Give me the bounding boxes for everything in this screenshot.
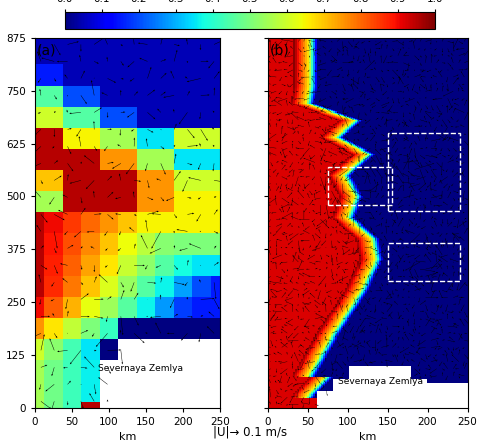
Text: Severnaya Zemlya: Severnaya Zemlya	[338, 376, 422, 385]
Bar	[388, 243, 460, 281]
X-axis label: km: km	[119, 432, 136, 442]
Bar	[328, 167, 392, 205]
Text: Severnaya Zemlya: Severnaya Zemlya	[98, 364, 183, 373]
Text: (b): (b)	[270, 43, 289, 58]
Bar	[388, 133, 460, 211]
Text: (a): (a)	[37, 43, 56, 58]
X-axis label: km: km	[359, 432, 376, 442]
Text: |U|→ 0.1 m/s: |U|→ 0.1 m/s	[213, 425, 287, 438]
